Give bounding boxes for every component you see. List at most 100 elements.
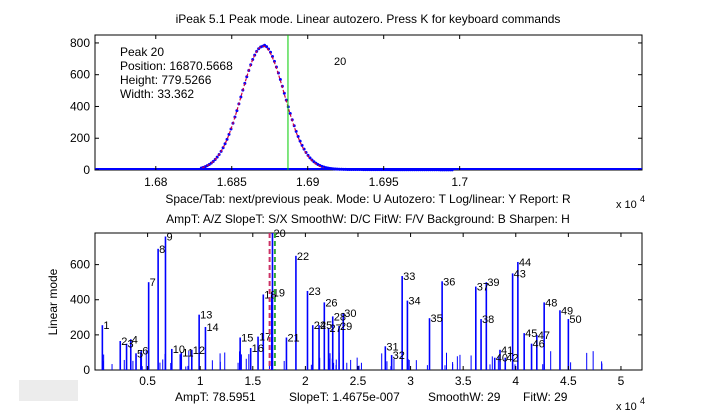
peak-number-label: 8 bbox=[159, 244, 165, 256]
top-peak-label: 20 bbox=[334, 56, 346, 68]
bottom-exponent-power: 4 bbox=[640, 396, 645, 406]
peak-number-label: 44 bbox=[519, 257, 531, 269]
peak-number-label: 33 bbox=[403, 271, 415, 283]
peak-number-label: 5 bbox=[137, 348, 143, 360]
peak-info-height: Height: 779.5266 bbox=[120, 73, 212, 87]
bottom-y-axis: 0 200 400 600 bbox=[70, 258, 642, 377]
peak-number-label: 40 bbox=[496, 353, 508, 365]
top-data-series bbox=[95, 43, 642, 172]
peak-number-label: 20 bbox=[273, 228, 285, 240]
bottom-y-label: Linear mode bbox=[46, 268, 60, 335]
peak-info-width: Width: 33.362 bbox=[120, 87, 194, 101]
peak-number-label: 3 bbox=[128, 339, 134, 351]
data-point bbox=[278, 78, 282, 82]
peak-number-label: 14 bbox=[206, 322, 218, 334]
peak-number-label: 30 bbox=[344, 308, 356, 320]
peak-number-label: 6 bbox=[142, 346, 148, 358]
peak-number-label: 50 bbox=[569, 314, 581, 326]
peak-number-label: 21 bbox=[287, 333, 299, 345]
status-slopet: SlopeT: 1.4675e-007 bbox=[289, 390, 400, 404]
peak-number-label: 25 bbox=[320, 320, 332, 332]
peak-number-label: 18 bbox=[264, 289, 276, 301]
peak-info-position: Position: 16870.5668 bbox=[120, 59, 233, 73]
top-y-axis: 0 200 400 600 800 bbox=[70, 36, 642, 177]
x-tick-label: 2 bbox=[302, 374, 309, 388]
x-tick-label: 0.5 bbox=[139, 374, 156, 388]
bottom-x-axis: 0.5 1 1.5 2 2.5 3 3.5 4 4.5 5 bbox=[139, 233, 625, 388]
help-line-1: Space/Tab: next/previous peak. Mode: U A… bbox=[165, 192, 571, 206]
y-tick-label: 0 bbox=[83, 363, 90, 377]
status-ampt: AmpT: 78.5951 bbox=[175, 390, 256, 404]
peak-number-label: 2 bbox=[121, 336, 127, 348]
peak-detail-plot[interactable]: 1.68 1.685 1.69 1.695 1.7 0 200 400 600 800 20 P… bbox=[70, 34, 645, 211]
peak-number-label: 32 bbox=[393, 350, 405, 362]
status-fitw: FitW: 29 bbox=[523, 390, 568, 404]
peak-number-label: 7 bbox=[150, 277, 156, 289]
peak-number-label: 11 bbox=[182, 347, 193, 359]
y-tick-label: 400 bbox=[70, 99, 90, 113]
peak-number-label: 16 bbox=[252, 343, 264, 355]
data-point bbox=[265, 45, 269, 49]
peak-number-label: 31 bbox=[386, 341, 398, 353]
peak-info-number: Peak 20 bbox=[120, 45, 164, 59]
x-tick-label: 1.695 bbox=[369, 175, 399, 189]
peak-number-label: 48 bbox=[545, 297, 557, 309]
peak-number-label: 1 bbox=[103, 320, 109, 332]
peak-number-label: 49 bbox=[561, 305, 573, 317]
help-line-2: AmpT: A/Z SlopeT: S/X SmoothW: D/C FitW:… bbox=[166, 212, 570, 226]
top-plot-frame bbox=[94, 34, 643, 171]
peak-number-label: 9 bbox=[166, 232, 172, 244]
y-tick-label: 400 bbox=[70, 293, 90, 307]
top-exponent-base: x 10 bbox=[616, 199, 637, 211]
y-tick-label: 200 bbox=[70, 131, 90, 145]
peak-number-label: 24 bbox=[314, 320, 326, 332]
peak-number-label: 28 bbox=[334, 311, 346, 323]
data-point bbox=[298, 139, 302, 143]
peak-number-label: 15 bbox=[241, 333, 253, 345]
x-tick-label: 4 bbox=[512, 374, 519, 388]
status-smoothw: SmoothW: 29 bbox=[428, 390, 501, 404]
peak-number-label: 34 bbox=[408, 296, 420, 308]
peak-number-label: 38 bbox=[482, 314, 494, 326]
peak-number-label: 39 bbox=[487, 277, 499, 289]
y-tick-label: 600 bbox=[70, 258, 90, 272]
peak-number-label: 17 bbox=[259, 332, 271, 344]
peak-number-label: 43 bbox=[514, 268, 526, 280]
peak-number-label: 10 bbox=[173, 344, 185, 356]
peak-number-label: 42 bbox=[506, 353, 518, 365]
x-tick-label: 1.69 bbox=[296, 175, 320, 189]
x-tick-label: 1 bbox=[197, 374, 204, 388]
status-swatch bbox=[19, 380, 78, 401]
peak-number-label: 45 bbox=[525, 328, 537, 340]
y-tick-label: 0 bbox=[83, 163, 90, 177]
top-exponent-power: 4 bbox=[640, 194, 645, 204]
fitted-curve bbox=[202, 45, 324, 169]
x-tick-label: 4.5 bbox=[560, 374, 577, 388]
window-title: iPeak 5.1 Peak mode. Linear autozero. Pr… bbox=[176, 12, 561, 26]
y-tick-label: 800 bbox=[70, 36, 90, 50]
peak-number-label: 46 bbox=[533, 339, 545, 351]
peak-number-label: 36 bbox=[443, 276, 455, 288]
data-point bbox=[288, 111, 292, 115]
x-tick-label: 5 bbox=[618, 374, 625, 388]
x-tick-label: 1.68 bbox=[144, 175, 168, 189]
peak-number-label: 37 bbox=[477, 282, 489, 294]
y-tick-label: 600 bbox=[70, 68, 90, 82]
x-tick-label: 1.5 bbox=[244, 374, 261, 388]
peak-number-label: 4 bbox=[132, 334, 138, 346]
x-tick-label: 1.685 bbox=[217, 175, 247, 189]
peak-number-label: 13 bbox=[200, 310, 212, 322]
peak-number-label: 12 bbox=[193, 345, 205, 357]
peak-number-label: 35 bbox=[431, 313, 443, 325]
bottom-plot-frame bbox=[94, 232, 643, 371]
peak-number-label: 47 bbox=[538, 330, 550, 342]
peak-number-label: 29 bbox=[340, 321, 352, 333]
x-tick-label: 2.5 bbox=[350, 374, 367, 388]
peak-number-label: 23 bbox=[308, 286, 320, 298]
y-tick-label: 200 bbox=[70, 328, 90, 342]
x-tick-label: 3 bbox=[407, 374, 414, 388]
peak-number-label: 26 bbox=[325, 297, 337, 309]
bottom-data-series bbox=[101, 233, 603, 370]
